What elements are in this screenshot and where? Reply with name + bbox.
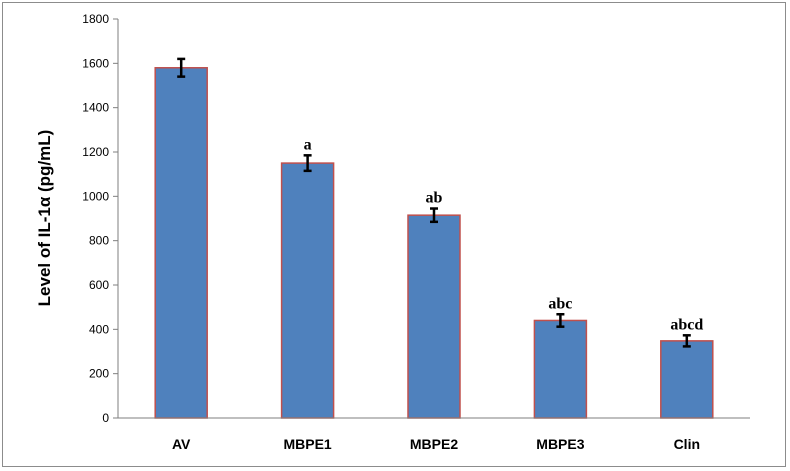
y-tick-label: 600 xyxy=(89,278,109,292)
significance-label: abc xyxy=(548,295,572,312)
y-tick-label: 1400 xyxy=(82,101,109,115)
error-bar xyxy=(682,334,691,348)
error-bar xyxy=(303,154,312,173)
bars xyxy=(154,67,714,419)
error-bar xyxy=(556,313,565,328)
x-category-label: AV xyxy=(172,436,191,452)
y-tick-label: 1000 xyxy=(82,189,109,203)
significance-label: a xyxy=(304,136,312,153)
significance-label: abcd xyxy=(670,316,703,333)
bar-mbpe2 xyxy=(407,214,461,419)
significance-label: ab xyxy=(426,190,443,207)
x-category-label: MBPE1 xyxy=(283,436,331,452)
x-category-label: Clin xyxy=(674,436,700,452)
significance-labels: a ab abc abcd xyxy=(304,136,704,333)
y-tick-label: 0 xyxy=(102,411,109,425)
bar-mbpe3 xyxy=(533,319,588,419)
y-tick-label: 1200 xyxy=(82,145,109,159)
y-tick-label: 800 xyxy=(89,234,109,248)
y-tick-label: 400 xyxy=(89,322,109,336)
y-tick-label: 200 xyxy=(89,367,109,381)
bar-av xyxy=(154,67,208,419)
error-bars xyxy=(177,57,691,348)
x-category-label: MBPE2 xyxy=(410,436,458,452)
bar-clin xyxy=(660,340,714,419)
bar-mbpe1 xyxy=(280,162,335,419)
error-bar xyxy=(177,57,186,78)
y-axis-label: Level of IL-1α (pg/mL) xyxy=(35,130,54,307)
y-axis-ticks: 0 200 400 600 800 1000 1200 1400 1600 1800 xyxy=(82,12,118,425)
y-tick-label: 1800 xyxy=(82,12,109,26)
y-tick-label: 1600 xyxy=(82,56,109,70)
chart-frame xyxy=(2,2,786,467)
error-bar xyxy=(430,207,438,224)
x-category-label: MBPE3 xyxy=(536,436,584,452)
x-axis-labels: AV MBPE1 MBPE2 MBPE3 Clin xyxy=(172,436,700,452)
